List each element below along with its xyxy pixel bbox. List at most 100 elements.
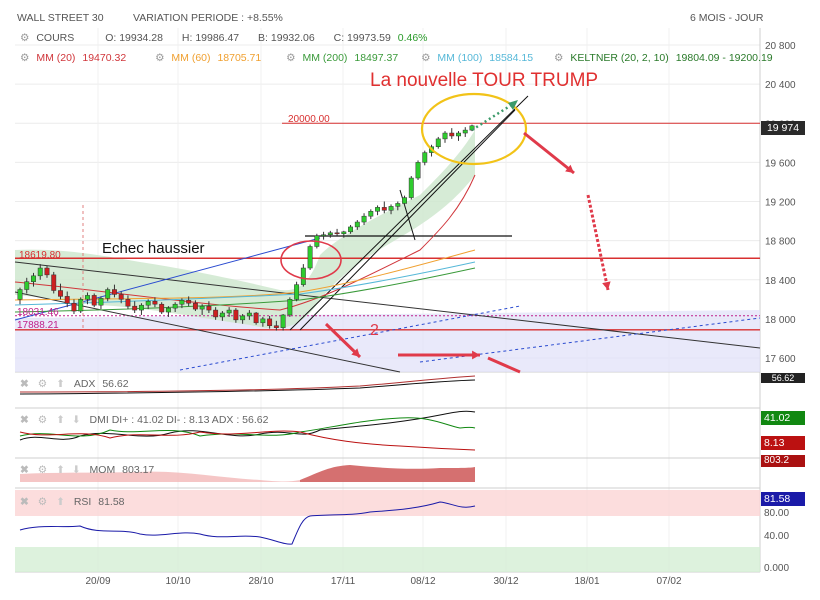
candle-body [44,267,50,276]
arrow-down-right [523,131,575,175]
candle-body [71,302,77,312]
gear-icon[interactable]: ⚙ [286,52,296,64]
indicator-value: 18705.71 [217,52,262,64]
rsi-level-40: 40.00 [764,531,790,542]
red-ellipse [280,240,342,280]
arrow-up-icon[interactable]: ⬆ [56,464,65,476]
headline-annotation: La nouvelle TOUR TRUMP [370,70,599,91]
level-20000-label: 20000.00 [288,114,330,125]
x-tick-label: 17/11 [331,576,356,587]
keltner-band [15,130,475,329]
x-tick-label: 10/10 [165,576,190,587]
candle-body [51,274,57,291]
candle-body [354,221,360,228]
candle-body [17,289,23,300]
indicator-label: MM (60) [171,52,211,64]
dmi-tag-plus: 41.02 [761,411,805,425]
lower-channel-zone [15,310,760,372]
y-tick-label: 18 000 [765,315,796,326]
candle-body [64,296,70,304]
indicator-mm100[interactable]: ⚙ MM (100) 18584.15 [421,52,536,64]
adx-value: 56.62 [102,378,129,390]
trend-lines [14,95,761,373]
uptrend-line-1 [289,95,529,331]
yellow-ellipse [420,92,528,166]
last-price-tag: 19 974 [761,121,805,135]
candle-body [78,299,84,312]
candle-body [206,305,212,311]
indicator-mm20[interactable]: ⚙ MM (20) 19470.32 [20,52,129,64]
candle-body [186,300,192,304]
arrow-down-icon[interactable]: ⬇ [71,464,81,476]
candle-body [287,299,293,316]
gear-icon[interactable]: ⚙ [37,378,48,390]
gear-icon[interactable]: ⚙ [20,52,30,64]
candle-body [165,307,171,313]
candle-body [368,211,374,217]
green-arrow-head [508,100,518,110]
candle-body [280,314,286,328]
y-tick-label: 18 400 [765,276,796,287]
arrow-up-icon[interactable]: ⬆ [56,378,65,390]
rsi-level-0: 0.000 [764,563,790,574]
gear-icon[interactable]: ⚙ [37,414,48,426]
arrow-down-left-head [351,348,360,357]
adx-red-line [19,375,476,393]
mom-name: MOM [89,464,116,476]
indicator-mm60[interactable]: ⚙ MM (60) 18705.71 [155,52,264,64]
candle-body [159,303,165,313]
ma200-line [14,267,476,313]
arrow-up-icon[interactable]: ⬆ [56,496,65,508]
candle-body [226,309,232,314]
candle-body [58,290,63,297]
close-icon[interactable]: ✖ [20,378,29,390]
level-18031-label: 18031.46 [17,307,59,318]
candle-body [219,312,225,318]
arrow-stub [487,356,521,374]
close-icon[interactable]: ✖ [20,414,29,426]
candle-body [37,267,43,277]
quote-row: ⚙ COURS O: 19934.28 H: 19986.47 B: 19932… [20,32,428,44]
indicator-value: 18584.15 [489,52,534,64]
mom-negative-fill [20,471,300,482]
ma20-line [14,174,476,311]
candle-body [435,138,441,147]
y-tick-label: 20 800 [765,41,796,52]
variation-label: VARIATION PERIODE : +8.55% [133,12,283,24]
trend-blue-dashed [179,305,521,371]
arrow-up-icon[interactable]: ⬆ [56,414,65,426]
arrow-down-icon[interactable]: ⬇ [71,414,81,426]
gear-icon[interactable]: ⚙ [37,464,48,476]
y-tick-label: 17 600 [765,354,796,365]
x-tick-label: 18/01 [574,576,599,587]
arrow-down-right-head [565,164,574,173]
x-tick-label: 20/09 [85,576,110,587]
zones [15,130,760,372]
gear-icon[interactable]: ⚙ [554,52,564,64]
close-icon[interactable]: ✖ [20,496,29,508]
candle-body [327,232,333,236]
gear-icon[interactable]: ⚙ [155,52,165,64]
gear-icon[interactable]: ⚙ [37,496,48,508]
candle-body [307,246,313,269]
quote-label: COURS [36,32,75,44]
quote-open: O: 19934.28 [105,32,163,44]
candle-body [233,309,239,321]
gear-icon[interactable]: ⚙ [20,32,30,44]
period-label[interactable]: 6 MOIS - JOUR [690,12,764,24]
level-18619-label: 18619.80 [19,250,61,261]
rsi-tag: 81.58 [761,492,805,506]
close-icon[interactable]: ✖ [20,464,29,476]
indicator-label: KELTNER (20, 2, 10) [570,52,669,64]
indicator-keltner[interactable]: ⚙ KELTNER (20, 2, 10) 19804.09 - 19200.1… [554,52,773,64]
gear-icon[interactable]: ⚙ [421,52,431,64]
dmi-tag-minus: 8.13 [761,436,805,450]
candles [17,124,475,331]
trend-blue [14,237,321,321]
indicator-mm200[interactable]: ⚙ MM (200) 18497.37 [286,52,401,64]
mom-tag: 803.2 [761,455,805,467]
annotations [82,92,611,374]
candle-body [192,302,198,310]
